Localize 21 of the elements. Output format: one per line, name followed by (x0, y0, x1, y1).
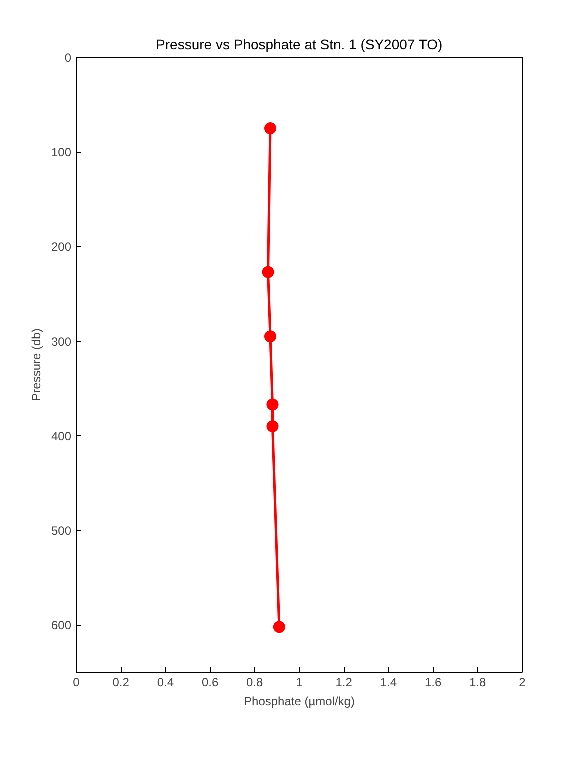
y-axis-title: Pressure (db) (29, 328, 44, 402)
y-tick-label: 500 (51, 524, 72, 538)
x-axis-title: Phosphate (µmol/kg) (244, 694, 355, 708)
y-tick-label: 100 (51, 146, 72, 160)
y-tick-label: 300 (51, 334, 72, 349)
chart-title: Pressure vs Phosphate at Stn. 1 (SY2007 TO) (156, 36, 443, 52)
y-tick-label: 600 (51, 618, 72, 633)
x-tick-label: 1.2 (336, 676, 353, 690)
x-tick-label: 1.8 (470, 676, 487, 690)
x-tick-label: 0.4 (157, 676, 174, 690)
x-tick-label: 0.2 (112, 676, 130, 690)
x-tick-label: 1.6 (424, 676, 442, 690)
x-tick-label: 0.6 (202, 676, 219, 690)
y-tick-label: 0 (64, 51, 72, 65)
x-tick-label: 1.4 (380, 676, 398, 690)
x-tick-label: 0.8 (246, 676, 264, 690)
y-tick-label: 400 (51, 429, 72, 444)
x-tick-label: 1 (296, 676, 304, 690)
y-tick-label: 200 (51, 240, 72, 254)
x-tick-label: 2 (519, 676, 526, 690)
x-tick-label: 0 (73, 676, 80, 690)
